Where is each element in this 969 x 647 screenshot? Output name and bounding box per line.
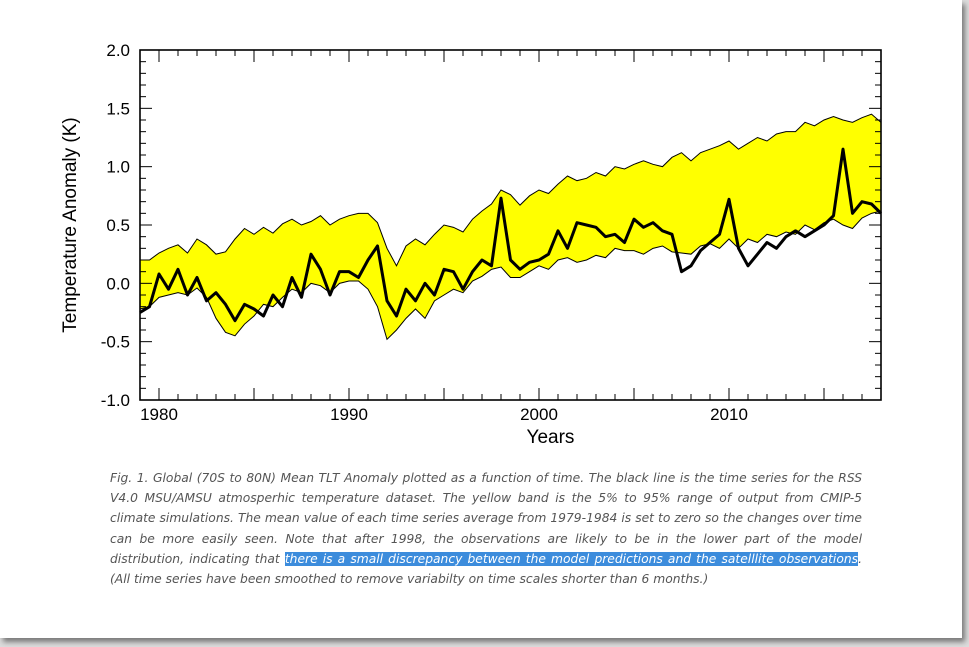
figure-card: 1980 1990 2000 2010 -1.0 -0.5 0.0 0.5 1.0 1.5 2.0 Y… xyxy=(0,0,962,638)
y-tick-label: 1.0 xyxy=(106,158,130,177)
x-axis-title: Years xyxy=(527,427,575,448)
x-tick-label: 1990 xyxy=(330,405,368,424)
y-tick-label: -0.5 xyxy=(101,333,130,352)
y-tick-label: 1.5 xyxy=(106,99,130,118)
x-tick-label: 1980 xyxy=(140,405,178,424)
caption-highlight: there is a small discrepancy between the… xyxy=(284,551,859,566)
band-lower-line xyxy=(139,210,882,341)
y-tick-label: 2.0 xyxy=(106,41,130,60)
y-tick-label: 0.5 xyxy=(106,216,130,235)
caption-text: Fig. 1. Global (70S to 80N) Mean TLT Ano… xyxy=(110,471,862,566)
caption-text-end: .(All time series have been smoothed to … xyxy=(110,551,862,587)
temperature-anomaly-chart: 1980 1990 2000 2010 -1.0 -0.5 0.0 0.5 1.0 1.5 2.0 Y… xyxy=(60,41,883,448)
x-tick-label: 2010 xyxy=(710,405,748,424)
x-tick-label: 2000 xyxy=(520,405,558,424)
y-tick-label: 0.0 xyxy=(106,274,130,293)
figure-caption: Fig. 1. Global (70S to 80N) Mean TLT Ano… xyxy=(110,468,862,589)
model-band xyxy=(140,114,881,340)
band-upper-line xyxy=(140,113,882,267)
y-tick-label: -1.0 xyxy=(101,391,130,410)
observation-line xyxy=(139,147,883,323)
y-axis-title: Temperature Anomaly (K) xyxy=(60,117,81,332)
